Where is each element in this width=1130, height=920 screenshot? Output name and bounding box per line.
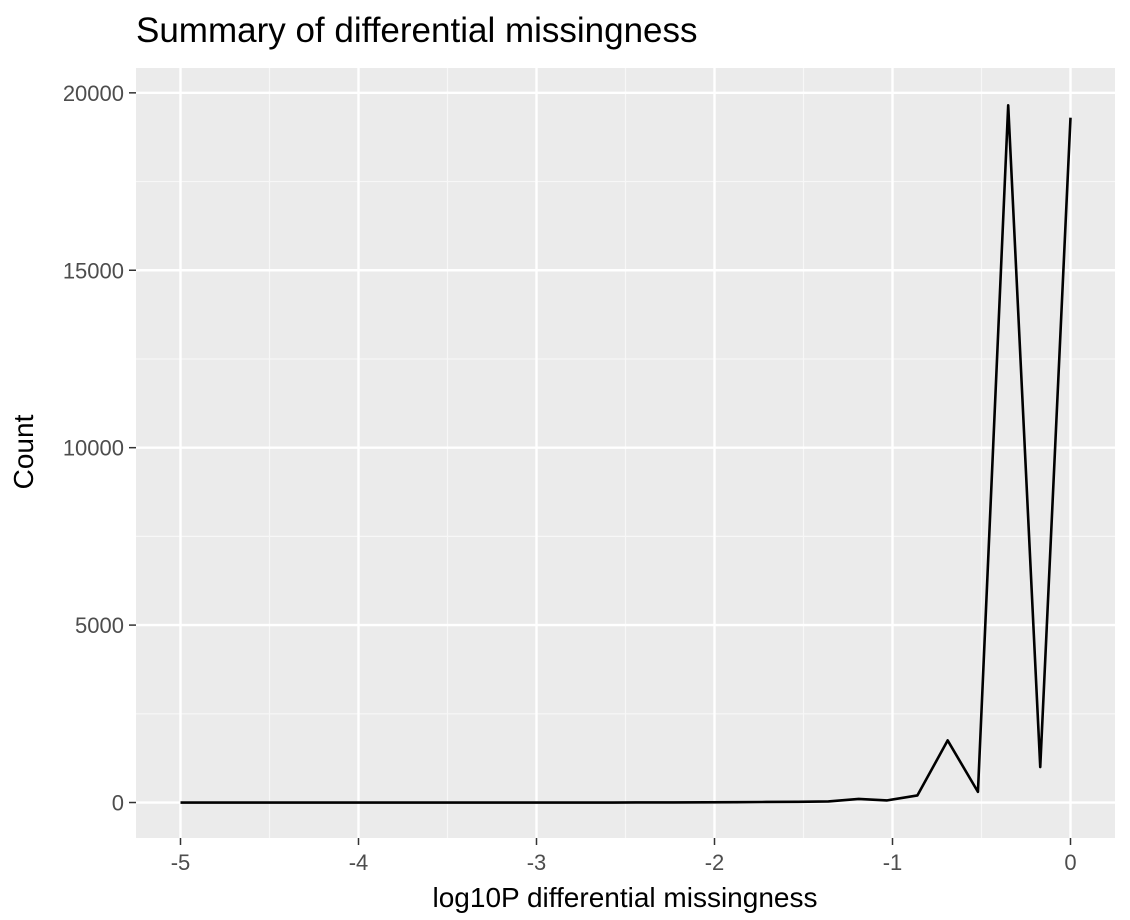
y-tick-label: 20000 bbox=[63, 81, 124, 106]
y-tick-label: 10000 bbox=[63, 436, 124, 461]
x-tick-label: -2 bbox=[705, 850, 725, 875]
series-line bbox=[180, 103, 1072, 804]
y-tick-label: 0 bbox=[112, 791, 124, 816]
chart-title: Summary of differential missingness bbox=[136, 11, 698, 50]
series-layer bbox=[180, 103, 1072, 804]
x-tick-label: -3 bbox=[527, 850, 547, 875]
x-axis: -5 -4 -3 -2 -1 0 bbox=[171, 838, 1077, 875]
y-axis-title: Count bbox=[8, 414, 39, 489]
x-axis-title: log10P differential missingness bbox=[433, 882, 818, 913]
x-tick-label: -1 bbox=[883, 850, 903, 875]
minor-gridlines bbox=[136, 68, 1115, 838]
x-tick-label: 0 bbox=[1064, 850, 1076, 875]
x-tick-label: -5 bbox=[171, 850, 191, 875]
y-axis: 0 5000 10000 15000 20000 bbox=[63, 81, 136, 816]
y-tick-label: 5000 bbox=[75, 613, 124, 638]
x-tick-label: -4 bbox=[349, 850, 369, 875]
y-tick-label: 15000 bbox=[63, 258, 124, 283]
